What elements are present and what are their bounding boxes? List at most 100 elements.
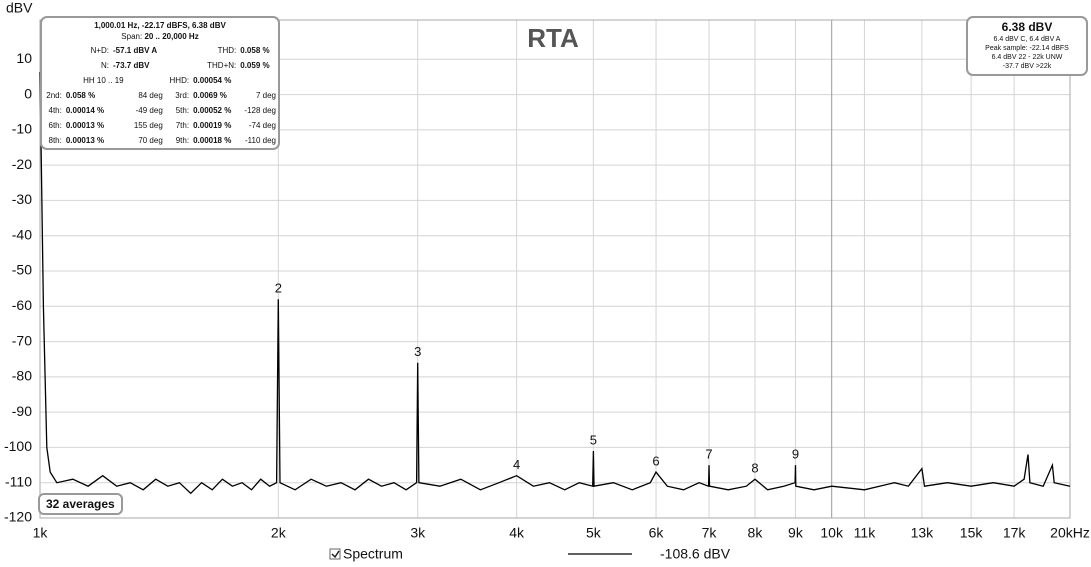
span-label: Span: [121, 32, 143, 41]
harmonic-label: 3 [414, 344, 421, 359]
info-cell: 9th: [175, 136, 190, 145]
info-cell: THD+N: [207, 61, 237, 70]
info-span: Span: 20 .. 20,000 Hz [42, 32, 278, 41]
harmonic-row: 4th: 0.00014 % -49 deg 5th: 0.00052 % -128 de… [42, 103, 278, 118]
x-tick-label: 3k [410, 525, 426, 541]
x-tick-label: 13k [911, 525, 935, 541]
info-cell: 0.00054 % [193, 76, 232, 85]
y-tick-label: -10 [12, 121, 32, 137]
info-cell: 5th: [175, 106, 190, 115]
harmonic-label: 5 [590, 432, 597, 447]
x-tick-label: 4k [509, 525, 525, 541]
x-tick-label: 17k [1003, 525, 1027, 541]
info-cell: N: [101, 61, 110, 70]
y-tick-label: -90 [12, 403, 32, 419]
info-cell: 2nd: [46, 91, 62, 100]
info-cell: 4th: [48, 106, 62, 115]
info-cell: 84 deg [138, 91, 163, 100]
x-tick-label: 5k [586, 525, 602, 541]
x-tick-label: 7k [702, 525, 718, 541]
y-tick-label: 10 [16, 50, 32, 66]
info-cell: 7th: [175, 121, 190, 130]
info-cell: 0.00018 % [193, 136, 232, 145]
info-cell: 0.00052 % [193, 106, 232, 115]
info-cell: 70 deg [138, 136, 163, 145]
level-line: 6.4 dBV C, 6.4 dBV A [993, 36, 1061, 43]
info-cell: N+D: [90, 46, 110, 55]
info-cell: -128 deg [244, 106, 276, 115]
harmonic-label: 2 [275, 281, 282, 296]
spectrum-line [39, 71, 1071, 495]
info-cell: 155 deg [133, 121, 163, 130]
info-cell: 0.00019 % [193, 121, 232, 130]
legend-checkbox[interactable] [329, 548, 341, 560]
info-cell: 0.00014 % [65, 106, 105, 115]
y-tick-label: -60 [12, 297, 32, 313]
level-line: 6.38 dBV [1001, 20, 1053, 34]
info-cell: THD: [217, 46, 237, 55]
y-tick-label: -110 [5, 473, 32, 489]
level-line: Peak sample: -22.14 dBFS [985, 45, 1069, 52]
info-cell: -73.7 dBV [113, 61, 150, 70]
harmonic-label: 4 [513, 457, 520, 472]
info-cell: 6th: [48, 121, 62, 130]
x-tick-label: 8k [748, 525, 764, 541]
x-tick-label: 9k [788, 525, 804, 541]
level-line: -37.7 dBV >22k [1002, 63, 1052, 70]
info-cell: 3rd: [175, 91, 190, 100]
info-cell: 0.00013 % [65, 136, 105, 145]
info-cell: HHD: [169, 76, 190, 85]
y-tick-label: -100 [4, 438, 32, 454]
grid [39, 20, 1071, 519]
info-row: N+D: -57.1 dBV A THD: 0.058 % [42, 43, 278, 58]
info-cell: 0.00013 % [65, 121, 105, 130]
info-cell: -57.1 dBV A [113, 46, 158, 55]
level-box: 6.38 dBV 6.4 dBV C, 6.4 dBV A Peak sample:… [966, 16, 1088, 76]
info-cell: 0.058 % [240, 46, 270, 55]
harmonic-label: 9 [792, 447, 799, 462]
harmonic-label: 6 [652, 454, 659, 469]
info-cell: -110 deg [245, 136, 276, 145]
y-tick-label: -70 [12, 332, 32, 348]
harmonic-row: 2nd: 0.058 % 84 deg 3rd: 0.0069 % 7 deg [42, 88, 278, 103]
y-tick-label: 0 [24, 85, 32, 101]
y-tick-label: -20 [12, 156, 32, 172]
x-tick-label: 11k [854, 525, 877, 541]
x-tick-label: 6k [649, 525, 665, 541]
checkmark [331, 550, 340, 559]
plot-frame [39, 19, 1071, 519]
y-tick-label: -50 [12, 262, 32, 278]
span-value: 20 .. 20,000 Hz [144, 32, 199, 41]
chart-title: RTA [527, 23, 579, 53]
info-box: 1,000.01 Hz, -22.17 dBFS, 6.38 dBV Span: … [40, 16, 280, 150]
x-tick-label: 10k [820, 525, 844, 541]
info-cell: 8th: [48, 136, 62, 145]
level-line: 6.4 dBV 22 - 22k UNW [991, 54, 1063, 61]
info-row: N: -73.7 dBV THD+N: 0.059 % [42, 58, 278, 73]
y-tick-label: -30 [12, 191, 32, 207]
y-tick-label: -120 [4, 509, 32, 525]
legend-label: Spectrum [343, 546, 403, 562]
info-cell: HH 10 .. 19 [83, 76, 124, 85]
info-cell: 7 deg [255, 91, 276, 100]
harmonic-label: 8 [751, 461, 758, 476]
info-cell: 0.0069 % [193, 91, 227, 100]
x-tick-label: 2k [271, 525, 287, 541]
info-cell: -74 deg [248, 121, 276, 130]
y-axis-label: dBV [6, 0, 33, 16]
info-header: 1,000.01 Hz, -22.17 dBFS, 6.38 dBV [94, 21, 226, 30]
legend-value: -108.6 dBV [660, 546, 731, 562]
info-cell: -49 deg [135, 106, 163, 115]
y-tick-label: -80 [12, 368, 32, 384]
info-cell: 0.058 % [65, 91, 96, 100]
harmonic-row: 8th: 0.00013 % 70 deg 9th: 0.00018 % -110 deg [42, 133, 278, 148]
averages-box: 32 averages [38, 493, 123, 515]
harmonic-label: 7 [705, 447, 712, 462]
y-tick-label: -40 [12, 226, 32, 242]
x-tick-label: 15k [960, 525, 984, 541]
info-table: N+D: -57.1 dBV A THD: 0.058 % N: -73.7 dBV THD… [42, 43, 278, 148]
x-tick-label: 20kHz [1050, 525, 1090, 541]
info-cell: 0.059 % [240, 61, 270, 70]
